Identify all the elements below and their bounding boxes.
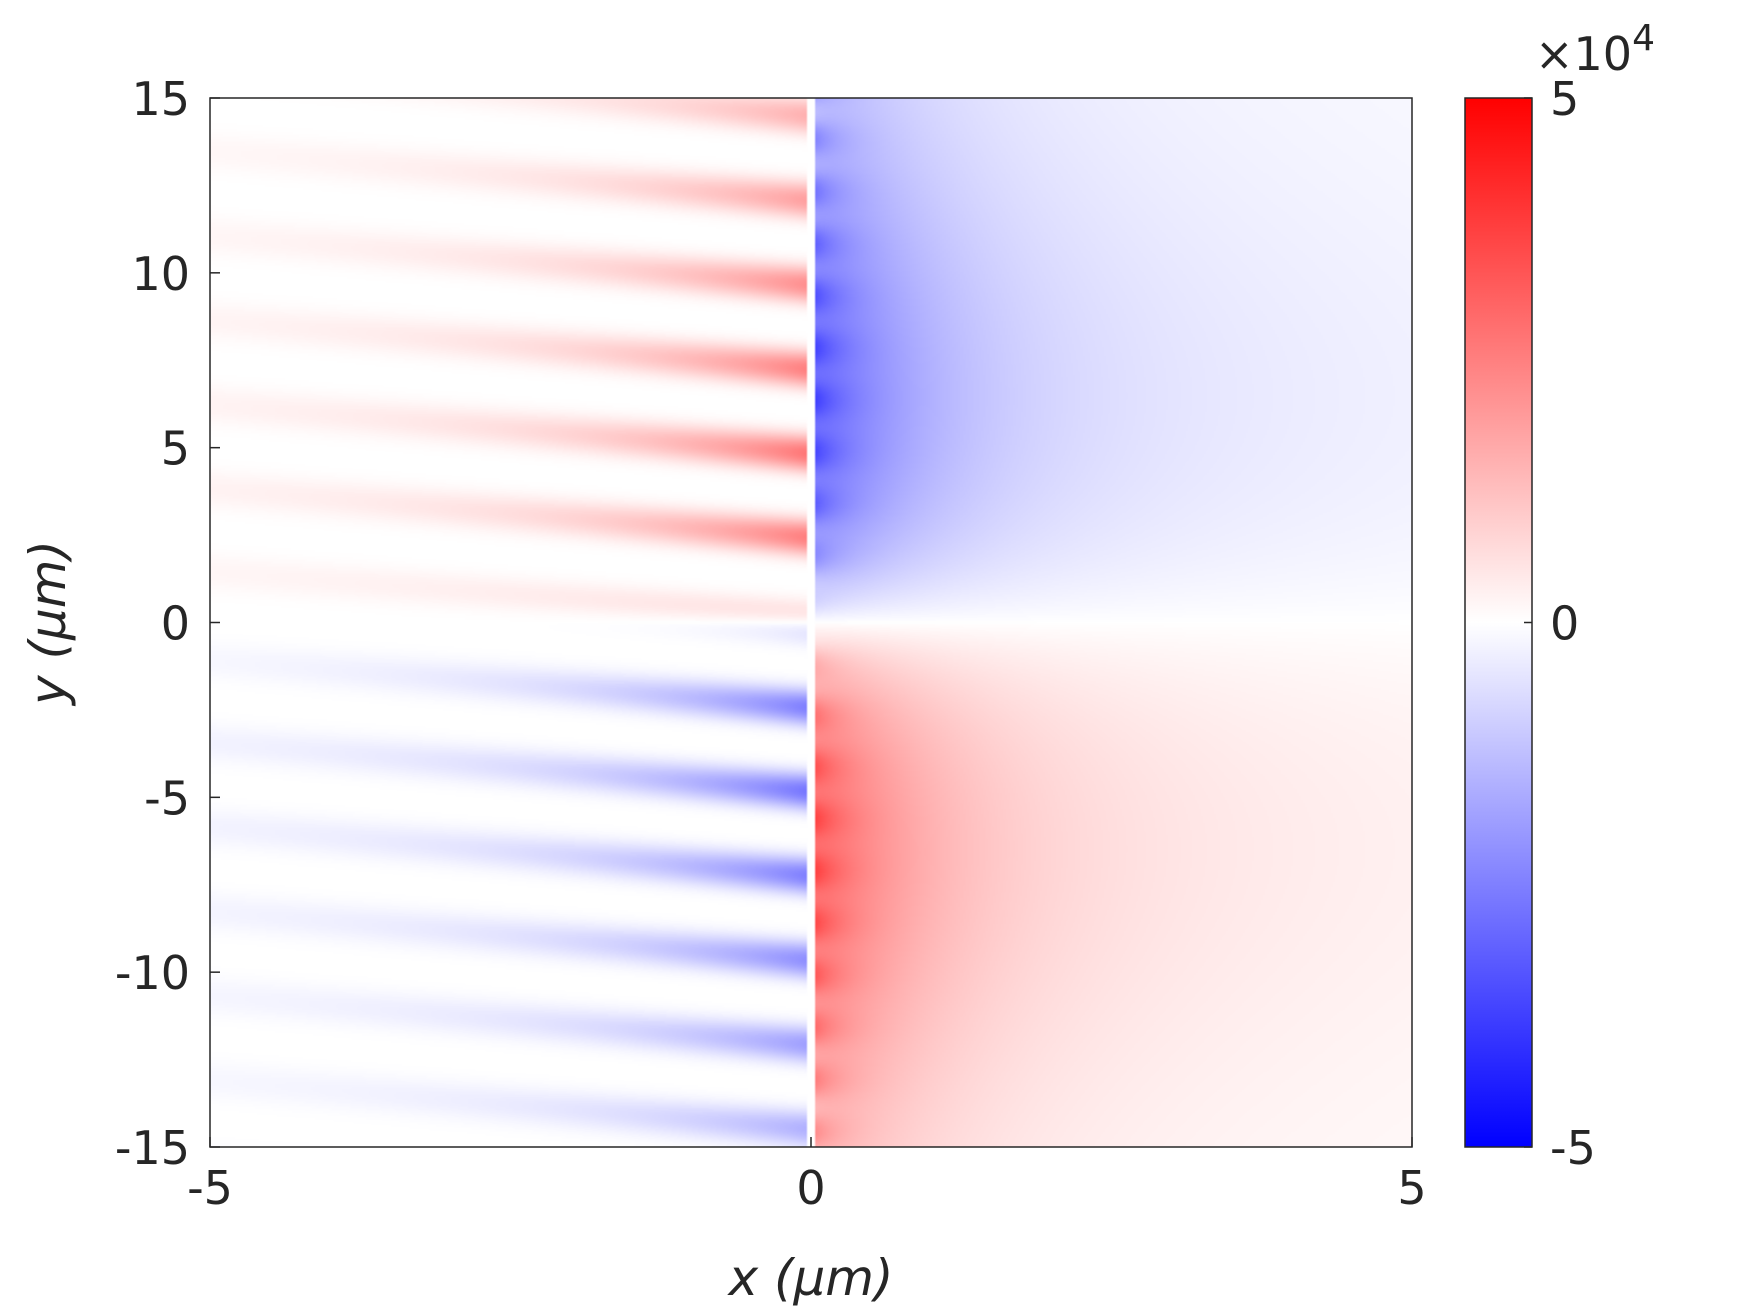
x-axis-ticks: -5 0 5 (187, 1137, 1427, 1215)
y-tick-label: -10 (115, 946, 190, 1000)
y-axis-label: y (μm) (19, 540, 77, 707)
y-tick-label: 5 (161, 422, 190, 476)
y-axis-ticks: 15 10 5 0 -5 -10 -15 (115, 72, 220, 1175)
colorbar-exponent-power: 4 (1632, 18, 1655, 59)
y-tick-label: 15 (131, 72, 190, 126)
y-tick-label: -15 (115, 1121, 190, 1175)
x-tick-label: -5 (187, 1161, 233, 1215)
y-tick-label: 10 (131, 247, 190, 301)
colorbar-exponent-base: ×10 (1535, 27, 1632, 81)
colorbar-ticks: 5 0 -5 (1524, 72, 1596, 1175)
colorbar-exponent: ×104 (1535, 18, 1655, 82)
y-tick-label: 0 (161, 597, 190, 651)
colorbar-tick-label: 0 (1550, 597, 1579, 651)
x-tick-label: 5 (1397, 1161, 1426, 1215)
colorbar: 5 0 -5 ×104 (1464, 18, 1655, 1175)
colorbar-tick-label: -5 (1550, 1121, 1596, 1175)
heatmap-plot-area (209, 97, 1413, 1148)
x-axis-label: x (μm) (726, 1249, 893, 1307)
heatmap-image (210, 98, 1412, 1147)
x-tick-label: 0 (796, 1161, 825, 1215)
y-tick-label: -5 (144, 771, 190, 825)
colorbar-tick-label: 5 (1550, 72, 1579, 126)
colorbar-gradient (1464, 97, 1533, 1148)
